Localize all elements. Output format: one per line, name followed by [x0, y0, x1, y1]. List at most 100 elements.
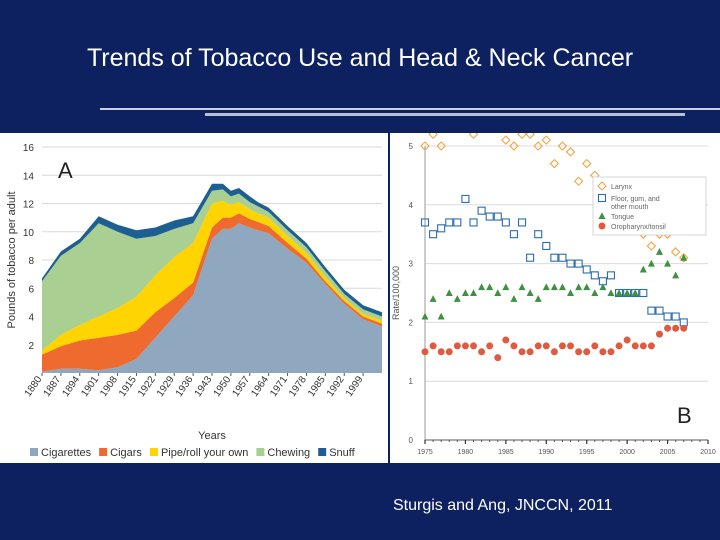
legend-marker-larynx — [597, 181, 607, 191]
x-tick-label-a: 1957 — [230, 374, 252, 399]
data-point-oropharynx-tonsil — [575, 348, 583, 356]
data-point-tongue — [647, 259, 655, 267]
data-point-tongue — [502, 283, 510, 291]
data-point-tongue — [639, 265, 647, 273]
y-tick-label-b: 5 — [409, 142, 414, 151]
legend-swatch-pipe-roll-your-own — [149, 448, 158, 456]
data-point-oropharynx-tonsil — [655, 330, 663, 338]
data-point-larynx — [557, 141, 568, 151]
data-point-tongue — [591, 289, 599, 296]
x-tick-label-a: 1887 — [42, 374, 64, 399]
x-tick-label-b: 2010 — [700, 449, 716, 456]
data-point-larynx — [565, 147, 576, 157]
data-point-floor-gum-and-other-mouth — [469, 218, 478, 227]
data-point-tongue — [518, 283, 526, 291]
data-point-oropharynx-tonsil — [542, 342, 550, 350]
data-point-tongue — [494, 289, 502, 296]
data-point-tongue — [445, 289, 453, 296]
data-point-larynx — [581, 158, 592, 169]
legend-label-cigarettes: Cigarettes — [41, 447, 92, 459]
data-point-floor-gum-and-other-mouth — [558, 253, 567, 262]
data-point-floor-gum-and-other-mouth — [526, 253, 535, 262]
y-tick-label-a: 8 — [28, 256, 34, 267]
x-tick-label-a: 1943 — [193, 374, 215, 399]
data-point-tongue — [478, 283, 486, 291]
data-point-oropharynx-tonsil — [421, 348, 429, 356]
y-tick-label-b: 1 — [409, 377, 414, 386]
plot-area-a: 2 4 6 8 10 12 14 16 1880188718941901190819151922… — [23, 143, 382, 459]
data-point-tongue — [599, 283, 607, 291]
data-point-oropharynx-tonsil — [672, 324, 680, 332]
data-point-floor-gum-and-other-mouth — [606, 271, 616, 280]
data-point-larynx — [525, 129, 535, 140]
x-tick-label-a: 1999 — [344, 374, 366, 399]
data-point-tongue — [542, 283, 550, 291]
data-point-floor-gum-and-other-mouth — [663, 312, 672, 321]
data-point-tongue — [429, 295, 437, 302]
data-point-oropharynx-tonsil — [510, 342, 518, 350]
data-point-floor-gum-and-other-mouth — [509, 230, 518, 239]
chart-panel-b: 0 1 2 3 4 5 1975 1980 1985 1990 1995 2000 2005 2010 La… — [390, 117, 720, 463]
data-point-oropharynx-tonsil — [623, 336, 631, 344]
data-point-larynx — [533, 141, 543, 151]
data-point-oropharynx-tonsil — [591, 342, 599, 350]
data-point-floor-gum-and-other-mouth — [671, 312, 680, 321]
data-point-tongue — [583, 283, 591, 291]
data-point-oropharynx-tonsil — [567, 342, 575, 350]
data-point-floor-gum-and-other-mouth — [647, 306, 656, 315]
x-tick-label-b: 1980 — [458, 449, 474, 456]
legend-label-floor-gum-and-other-mouth: Floor, gum, and other mouth — [611, 196, 660, 211]
data-point-oropharynx-tonsil — [470, 342, 478, 350]
plot-area-b: 0 1 2 3 4 5 1975 1980 1985 1990 1995 2000 2005 2010 La… — [409, 117, 716, 456]
data-point-oropharynx-tonsil — [445, 348, 453, 356]
legend-b: Larynx Floor, gum, and other mouth Tongue Or… — [592, 176, 707, 236]
data-point-tongue — [461, 289, 469, 296]
data-point-floor-gum-and-other-mouth — [485, 212, 494, 221]
panel-label-b: B — [677, 403, 692, 428]
data-point-tongue — [550, 283, 558, 291]
area-series-chewing — [42, 189, 382, 351]
legend-swatch-chewing — [256, 448, 265, 456]
x-tick-label-a: 1901 — [79, 374, 101, 399]
y-tick-label-a: 6 — [28, 284, 34, 295]
data-point-oropharynx-tonsil — [550, 348, 558, 356]
data-point-tongue — [437, 312, 445, 320]
data-point-tongue — [567, 289, 575, 296]
data-point-floor-gum-and-other-mouth — [437, 224, 446, 233]
data-point-tongue — [470, 289, 478, 296]
x-tick-label-b: 1985 — [498, 449, 514, 456]
title-divider-bottom — [205, 113, 685, 116]
legend-label-snuff: Snuff — [329, 447, 355, 459]
data-point-larynx — [468, 129, 479, 140]
x-tick-label-b: 2005 — [660, 449, 676, 456]
data-point-floor-gum-and-other-mouth — [639, 288, 648, 298]
legend-swatch-cigars — [99, 448, 108, 456]
data-point-tongue — [607, 289, 615, 296]
data-point-floor-gum-and-other-mouth — [574, 259, 583, 268]
scatter-series-tongue — [421, 248, 688, 320]
x-tick-label-a: 1985 — [306, 374, 328, 399]
data-point-tongue — [510, 295, 518, 302]
x-tick-label-a: 1929 — [155, 374, 177, 399]
data-point-tongue — [655, 248, 663, 255]
data-point-oropharynx-tonsil — [437, 348, 445, 356]
x-tick-label-b: 1990 — [538, 449, 554, 456]
data-point-oropharynx-tonsil — [615, 342, 623, 350]
legend-swatch-cigarettes — [30, 448, 38, 456]
data-point-floor-gum-and-other-mouth — [445, 218, 454, 227]
data-point-floor-gum-and-other-mouth — [493, 212, 502, 221]
x-tick-label-a: 1992 — [325, 374, 347, 399]
data-point-oropharynx-tonsil — [631, 342, 639, 350]
data-point-tongue — [421, 312, 429, 320]
x-tick-label-b: 1975 — [417, 449, 433, 456]
legend-label-cigars: Cigars — [110, 447, 142, 459]
legend-label-oropharynx-tonsil: Oropharynx/tonsil — [611, 224, 666, 231]
data-point-larynx — [573, 176, 584, 187]
data-point-oropharynx-tonsil — [429, 342, 437, 350]
y-tick-label-b: 0 — [409, 436, 414, 445]
data-point-oropharynx-tonsil — [526, 348, 534, 356]
data-point-larynx — [517, 129, 527, 140]
data-point-oropharynx-tonsil — [558, 342, 566, 350]
slide-title: Trends of Tobacco Use and Head & Neck Ca… — [86, 44, 634, 72]
